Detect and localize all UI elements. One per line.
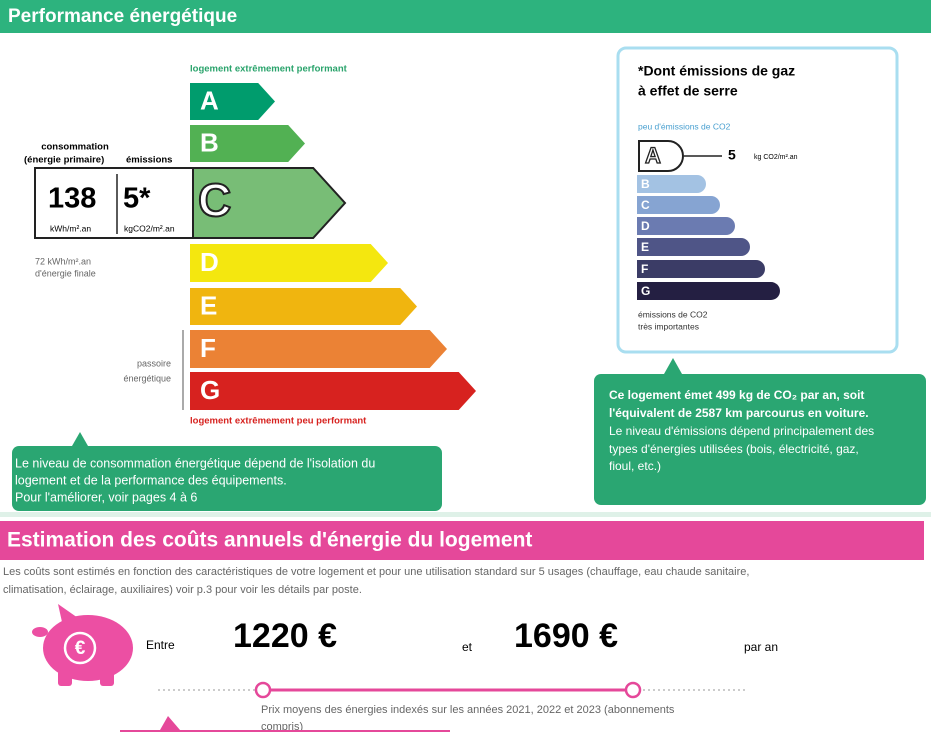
final-energy: 72 kWh/m².an [35, 256, 91, 266]
pink-tab [120, 716, 450, 732]
emissions-unit: kgCO2/m².an [124, 223, 175, 233]
costs-title: Estimation des coûts annuels d'énergie d… [7, 529, 532, 552]
max-cost: 1690 € [514, 617, 618, 655]
consumption-label: (énergie primaire) [24, 155, 104, 166]
icon-symbol: € [75, 638, 86, 659]
energy-note-box [12, 446, 442, 511]
range-min [254, 681, 272, 699]
ghg-bar [637, 217, 735, 235]
energy-bar [190, 244, 388, 282]
emissions-label: émissions [126, 155, 172, 166]
emissions-value: 5* [123, 183, 151, 215]
ghg-class: C [641, 198, 650, 212]
energy-bar [190, 125, 305, 162]
ghg-bar [637, 175, 706, 193]
consumption-value: 138 [48, 183, 96, 215]
energy-class: E [200, 290, 217, 320]
ghg-note: Le niveau d'émissions dépend principalem… [609, 424, 874, 438]
prices-note: Prix moyens des énergies indexés sur les… [261, 704, 675, 716]
energy-note: Pour l'améliorer, voir pages 4 à 6 [15, 490, 197, 504]
ghg-bar [637, 260, 765, 278]
energy-class: C [198, 174, 231, 226]
energy-note: Le niveau de consommation énergétique dé… [15, 456, 375, 470]
ghg-class: D [641, 219, 650, 233]
energy-class: G [200, 375, 220, 405]
ghg-note-bold: Ce logement émet 499 kg de CO₂ par an, s… [609, 388, 864, 402]
energy-note: logement et de la performance des équipe… [15, 473, 287, 487]
costs-description: Les coûts sont estimés en fonction des c… [3, 566, 749, 578]
ghg-note: fioul, etc.) [609, 459, 661, 473]
ghg-bar [637, 196, 720, 214]
ghg-class: F [641, 262, 648, 276]
bottom-label: logement extrêmement peu performant [190, 416, 367, 427]
energy-class: B [200, 127, 219, 157]
ghg-unit: kg CO2/m².an [754, 154, 798, 161]
ghg-high-label: émissions de CO2 [638, 309, 708, 319]
passoire-label: énergétique [123, 373, 171, 383]
ghg-note-bold: l'équivalent de 2587 km parcourus en voi… [609, 406, 869, 420]
ghg-low-label: peu d'émissions de CO2 [638, 121, 731, 131]
header-band [0, 0, 931, 33]
energy-bar [190, 83, 275, 120]
consumption-label: consommation [41, 142, 109, 153]
ghg-note-box [594, 374, 926, 505]
and: et [462, 640, 473, 654]
ghg-bar [638, 140, 684, 172]
ghg-class: G [641, 284, 650, 298]
range-max [624, 681, 642, 699]
header-title: Performance énergétique [8, 6, 237, 27]
energy-class: A [200, 85, 219, 115]
consumption-unit: kWh/m².an [50, 223, 91, 233]
ghg-title: à effet de serre [638, 83, 738, 99]
prices-note: compris) [261, 721, 303, 732]
ghg-class: B [641, 177, 650, 191]
ghg-bar [637, 238, 750, 256]
energy-class: D [200, 247, 219, 277]
per: par an [744, 640, 778, 654]
ghg-class: A [645, 143, 661, 168]
ghg-value: 5 [728, 147, 736, 163]
value-box [34, 167, 194, 239]
pointer [72, 432, 88, 446]
energy-class: F [200, 333, 216, 363]
ghg-note: types d'énergies utilisées (bois, électr… [609, 442, 859, 456]
costs-band [0, 521, 924, 560]
ghg-class: E [641, 240, 649, 254]
energy-bar [190, 330, 447, 368]
passoire-label: passoire [137, 358, 171, 368]
ghg-title: *Dont émissions de gaz [638, 63, 795, 79]
between: Entre [146, 638, 175, 652]
top-label: logement extrêmement performant [190, 64, 348, 75]
energy-bar [190, 288, 417, 325]
final-energy: d'énergie finale [35, 268, 96, 278]
ghg-high-label: très importantes [638, 321, 699, 331]
piggy-icon: € [32, 604, 133, 686]
costs-description: climatisation, éclairage, auxiliaires) v… [3, 584, 362, 596]
min-cost: 1220 € [233, 617, 337, 655]
energy-bar [190, 372, 476, 410]
ghg-bar [637, 282, 780, 300]
pointer [664, 358, 682, 374]
separator [0, 512, 931, 517]
